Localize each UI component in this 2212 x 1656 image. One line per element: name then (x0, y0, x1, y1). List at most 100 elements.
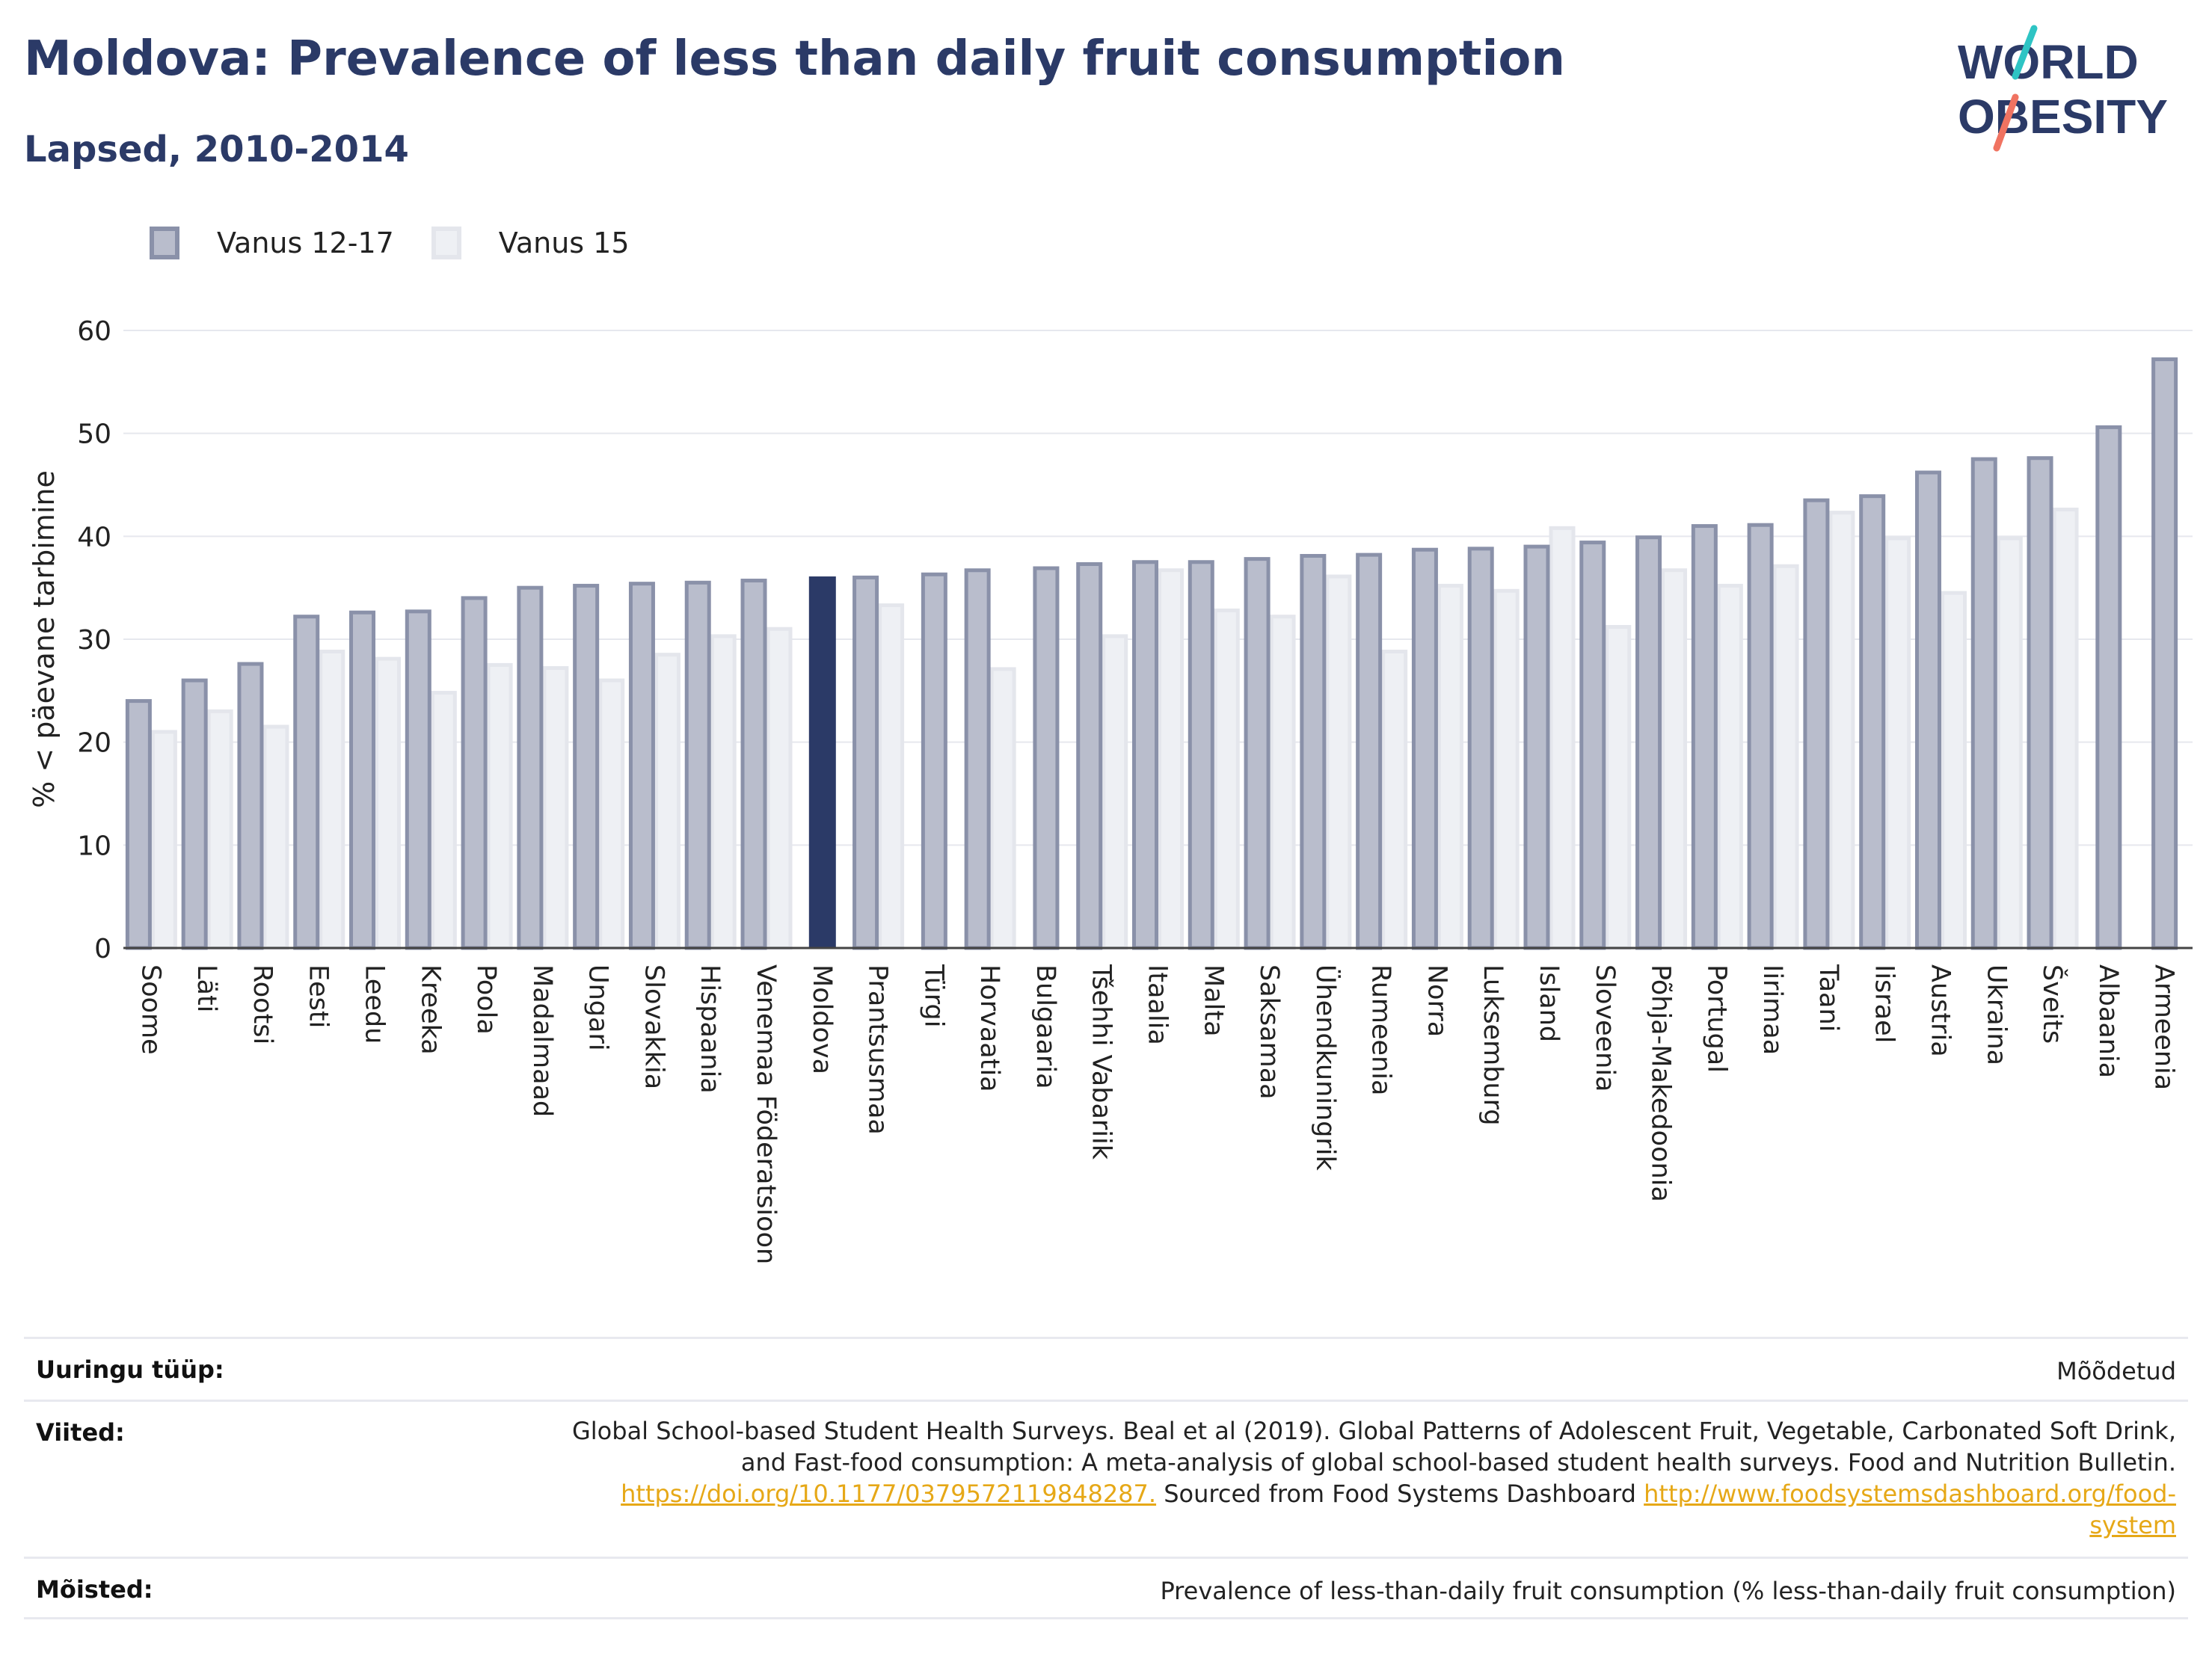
x-tick-label: Sloveenia (1590, 964, 1620, 1092)
logo-slash-teal (2012, 25, 2038, 80)
y-tick-label: 10 (77, 831, 111, 861)
bar-series1 (517, 585, 544, 950)
legend-swatch-series1 (150, 227, 179, 259)
bar-series1 (1356, 552, 1383, 950)
logo-slash-coral (1993, 93, 2019, 152)
legend-item-series1[interactable]: Vanus 12-17 (150, 227, 394, 259)
bar-series1 (1579, 541, 1606, 950)
bar-series1 (2151, 357, 2178, 950)
x-tick-label: Taani (1813, 964, 1843, 1032)
chart-title: Moldova: Prevalence of less than daily f… (24, 31, 1565, 87)
bar-series2 (1102, 634, 1128, 950)
bar-series1 (964, 568, 991, 950)
legend-swatch-series2 (431, 227, 461, 259)
legend-label-series1: Vanus 12-17 (217, 227, 394, 259)
survey-type-value: Mõõdetud (2056, 1357, 2176, 1385)
bar-series2 (1493, 588, 1520, 950)
x-tick-label: Itaalia (1143, 964, 1173, 1045)
bar-series2 (766, 627, 793, 950)
x-tick-label: Saksamaa (1254, 964, 1284, 1100)
chart-subtitle: Lapsed, 2010-2014 (24, 129, 409, 170)
x-tick-label: Madalmaad (527, 964, 557, 1117)
bar-series1 (461, 596, 488, 950)
food-systems-link-continued[interactable]: system (2089, 1511, 2176, 1539)
bar-series2 (150, 730, 177, 950)
y-axis-label: % < päevane tarbimine (28, 470, 61, 808)
x-tick-label: Ungari (583, 964, 613, 1051)
bar-series1 (1076, 562, 1103, 950)
x-tick-label: Soome (135, 964, 165, 1055)
world-obesity-logo: WORLD OBESITY (1958, 25, 2168, 152)
food-systems-link[interactable]: http://www.foodsystemsdashboard.org/food… (1644, 1480, 2176, 1508)
x-tick-label: Ukraina (1981, 964, 2011, 1065)
bar-series2 (1158, 568, 1184, 950)
bar-series2 (598, 678, 625, 950)
bar-series2 (1381, 650, 1408, 950)
y-tick-label: 60 (77, 316, 111, 347)
x-tick-label: Portugal (1701, 964, 1731, 1073)
bar-series1 (1411, 547, 1438, 950)
bar-series1 (1188, 560, 1214, 950)
bar-series1 (628, 582, 655, 950)
bar-series2 (542, 666, 569, 950)
bar-series2 (1213, 608, 1240, 950)
x-tick-label: Austria (1925, 964, 1955, 1057)
bar-series1 (684, 580, 711, 950)
x-tick-label: Iirimaa (1757, 964, 1787, 1055)
bar-series1 (1747, 523, 1774, 950)
bar-series2 (206, 709, 233, 950)
bar-series2 (1661, 568, 1688, 950)
references-sourced-text: Sourced from Food Systems Dashboard (1156, 1480, 1644, 1508)
x-tick-label: Tšehhi Vabariik (1087, 964, 1116, 1160)
x-tick-label: Leedu (360, 964, 390, 1044)
survey-type-label: Uuringu tüüp: (36, 1355, 224, 1384)
references-text: Global School-based Student Health Surve… (572, 1415, 2176, 1541)
bar-series2 (430, 691, 457, 950)
x-tick-label: Põhja-Makedoonia (1646, 964, 1676, 1202)
bar-series1 (125, 699, 152, 950)
bar-series1 (2027, 456, 2053, 950)
bar-series2 (319, 650, 345, 950)
bar-series2 (654, 653, 681, 950)
definitions-value: Prevalence of less-than-daily fruit cons… (1160, 1577, 2176, 1605)
x-tick-label: Iisrael (1870, 964, 1899, 1043)
bar-series2 (1437, 583, 1463, 950)
bar-highlight (808, 576, 836, 948)
footer-row-references: Viited: Global School-based Student Heal… (24, 1400, 2188, 1557)
bar-chart: 0 10 20 30 40 50 60 % < päevane tarbimine Soome L… (28, 316, 2193, 1264)
chart-legend: Vanus 12-17 Vanus 15 (150, 224, 667, 262)
bar-series1 (921, 572, 947, 950)
bar-series2 (878, 603, 905, 950)
references-line-4: system (572, 1509, 2176, 1541)
x-tick-label: Island (1534, 964, 1564, 1042)
bar-series1 (1244, 557, 1271, 950)
bar-series2 (1828, 511, 1855, 950)
doi-link[interactable]: https://doi.org/10.1177/0379572119848287… (621, 1480, 1157, 1508)
x-tick-label: Ühendkuningrik (1310, 964, 1342, 1172)
x-tick-label: Slovakkia (639, 964, 669, 1089)
bar-series1 (349, 610, 376, 950)
y-tick-label: 30 (77, 625, 111, 656)
bar-series2 (486, 662, 513, 950)
y-tick-label: 40 (77, 522, 111, 552)
bar-series2 (375, 656, 402, 950)
bar-series1 (293, 615, 320, 950)
x-tick-label: Moldova (807, 964, 837, 1074)
x-tick-label: Prantsusmaa (863, 964, 893, 1135)
bar-series1 (1033, 566, 1060, 950)
bar-series2 (2052, 508, 2079, 950)
bar-series1 (1132, 560, 1158, 950)
x-tick-label: Horvaatia (974, 964, 1004, 1092)
logo-text-obesity: OBESITY (1958, 90, 2168, 144)
x-tick-label: Norra (1422, 964, 1451, 1037)
x-tick-label: Armeenia (2149, 964, 2179, 1090)
definitions-label: Mõisted: (36, 1575, 153, 1604)
legend-item-series2[interactable]: Vanus 15 (431, 227, 630, 259)
bar-series2 (1549, 526, 1576, 950)
bar-series1 (1635, 535, 1662, 950)
x-tick-label: Venemaa Föderatsioon (751, 964, 781, 1264)
x-tick-label: Rootsi (248, 964, 277, 1044)
x-tick-label: Albaania (2093, 964, 2123, 1078)
bar-series1 (573, 583, 600, 950)
x-tick-label: Poola (471, 964, 501, 1035)
